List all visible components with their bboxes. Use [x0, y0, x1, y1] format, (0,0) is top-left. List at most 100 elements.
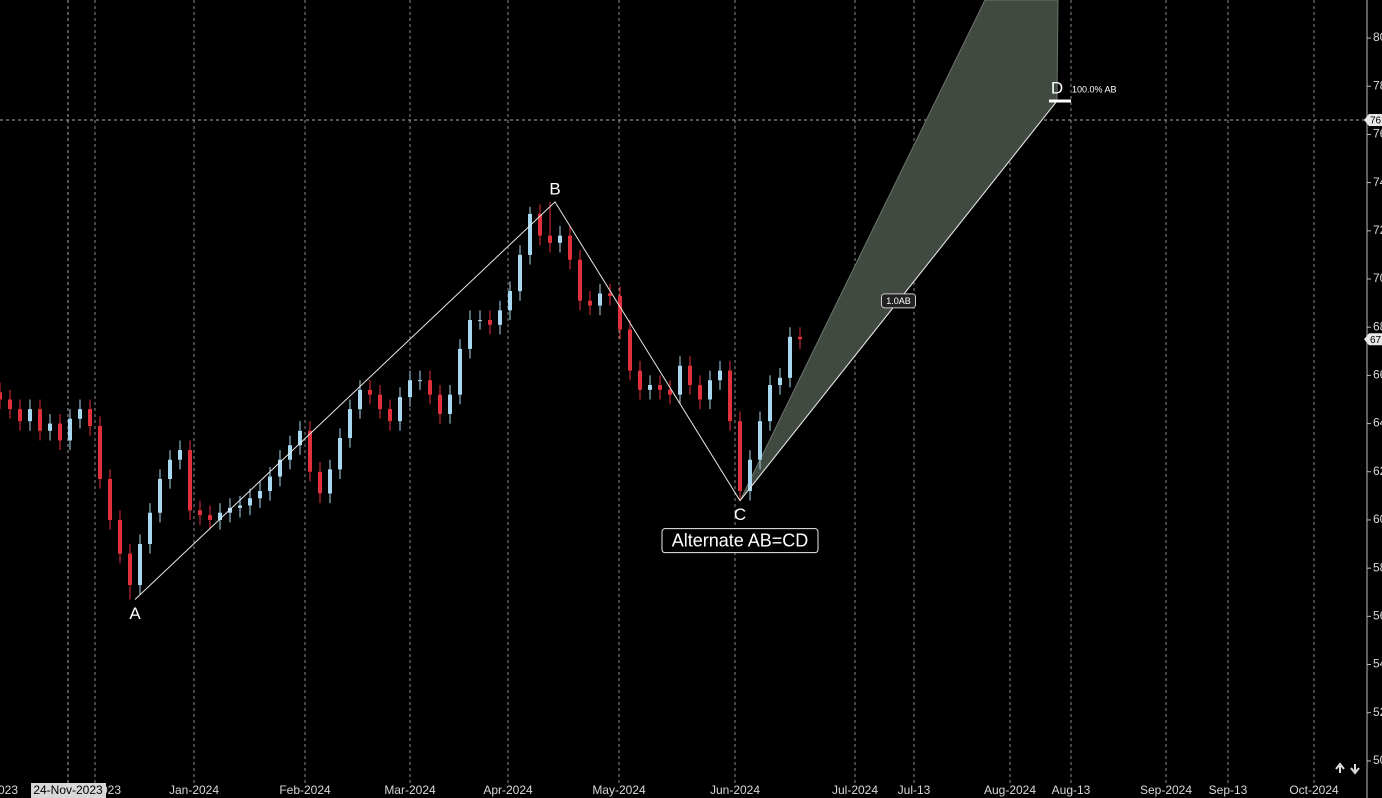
- candle-body: [38, 409, 42, 431]
- candle-body: [508, 291, 512, 311]
- y-tick-label: 80: [1373, 30, 1382, 44]
- candle-body: [348, 409, 352, 439]
- pattern-name: Alternate AB=CD: [672, 530, 809, 550]
- candle-body: [88, 409, 92, 426]
- candle-body: [258, 491, 262, 499]
- point-label: D: [1051, 78, 1063, 97]
- candle-body: [638, 370, 642, 390]
- candle-body: [0, 392, 2, 400]
- y-tick-label: 78: [1373, 78, 1382, 92]
- x-tick-label: May-2024: [592, 783, 646, 797]
- y-tick-label: 64: [1373, 416, 1382, 430]
- candle-body: [438, 394, 442, 414]
- crosshair-y-label: 76.6: [1370, 116, 1382, 127]
- y-tick-label: 52: [1373, 705, 1382, 719]
- candle-body: [248, 498, 252, 506]
- arrow-up[interactable]: [1335, 762, 1345, 773]
- axes-layer: Nov-2023Dec-2023Jan-2024Feb-2024Mar-2024…: [0, 30, 1382, 798]
- target-label: 100.0% AB: [1072, 84, 1117, 94]
- candle-body: [448, 394, 452, 414]
- candle-body: [18, 409, 22, 422]
- y-tick-label: 50: [1373, 753, 1382, 767]
- candle-body: [168, 459, 172, 479]
- candle-body: [148, 512, 152, 545]
- y-tick-label: 70: [1373, 271, 1382, 285]
- candle-body: [278, 459, 282, 477]
- y-tick-label: 54: [1373, 657, 1382, 671]
- y-tick-label: 76: [1373, 127, 1382, 141]
- candle-body: [598, 293, 602, 306]
- candle-body: [318, 471, 322, 494]
- y-tick-label: 62: [1373, 464, 1382, 478]
- x-tick-label: Sep-13: [1209, 783, 1248, 797]
- candle-body: [108, 478, 112, 520]
- candle-body: [578, 259, 582, 301]
- candle-body: [388, 409, 392, 422]
- candle-body: [198, 510, 202, 516]
- candle-body: [228, 507, 232, 513]
- x-tick-label: Aug-13: [1052, 783, 1091, 797]
- candle-body: [358, 389, 362, 410]
- candle-body: [548, 235, 552, 243]
- candle-body: [778, 377, 782, 386]
- point-label: B: [549, 179, 560, 198]
- y-axis-panel: [1367, 0, 1382, 798]
- candle-body: [138, 544, 142, 586]
- candle-body: [558, 235, 562, 243]
- candle-body: [498, 310, 502, 325]
- scroll-arrows[interactable]: [1335, 762, 1360, 775]
- pattern-layer: A B C D 100.0% AB 1.0AB Alternate AB=CD: [129, 78, 1116, 623]
- x-tick-label: Aug-2024: [984, 783, 1036, 797]
- candle-body: [238, 505, 242, 508]
- candle-body: [688, 365, 692, 386]
- candle-body: [528, 213, 532, 255]
- candle-body: [718, 370, 722, 381]
- candle-body: [158, 478, 162, 513]
- candle-body: [68, 418, 72, 441]
- point-label: C: [734, 505, 746, 524]
- candle-body: [378, 394, 382, 410]
- y-tick-label: 60: [1373, 512, 1382, 526]
- y-tick-label: 72: [1373, 223, 1382, 237]
- candle-body: [678, 365, 682, 395]
- x-tick-label: Jul-13: [898, 783, 931, 797]
- candles-layer: [0, 201, 802, 600]
- candle-body: [698, 385, 702, 400]
- candle-body: [648, 385, 652, 390]
- candle-body: [298, 430, 302, 446]
- candle-body: [98, 425, 102, 479]
- x-tick-label: Sep-2024: [1140, 783, 1192, 797]
- candle-body: [618, 295, 622, 330]
- x-tick-label: Mar-2024: [384, 783, 436, 797]
- x-tick-label: Apr-2024: [483, 783, 533, 797]
- candle-body: [628, 329, 632, 371]
- candle-body: [668, 389, 672, 395]
- candle-body: [428, 380, 432, 395]
- candle-body: [408, 380, 412, 398]
- candle-body: [48, 423, 52, 431]
- candle-body: [8, 399, 12, 410]
- candle-body: [588, 300, 592, 306]
- candle-body: [728, 370, 732, 422]
- x-tick-label: Nov-2023: [0, 783, 18, 797]
- candle-body: [518, 254, 522, 292]
- candle-body: [608, 293, 612, 296]
- candle-body: [658, 385, 662, 390]
- candle-body: [178, 450, 182, 460]
- candle-body: [708, 380, 712, 400]
- crosshair-y-box: [1364, 113, 1382, 126]
- candle-body: [748, 459, 752, 492]
- candle-body: [58, 423, 62, 441]
- candle-body: [188, 450, 192, 511]
- candle-body: [788, 336, 792, 378]
- candle-body: [768, 385, 772, 422]
- y-tick-label: 56: [1373, 609, 1382, 623]
- candle-body: [478, 319, 482, 321]
- candle-body: [468, 319, 472, 349]
- candle-body: [218, 512, 222, 520]
- candle-body: [268, 476, 272, 492]
- arrow-down[interactable]: [1350, 764, 1360, 775]
- x-tick-label: Jan-2024: [169, 783, 219, 797]
